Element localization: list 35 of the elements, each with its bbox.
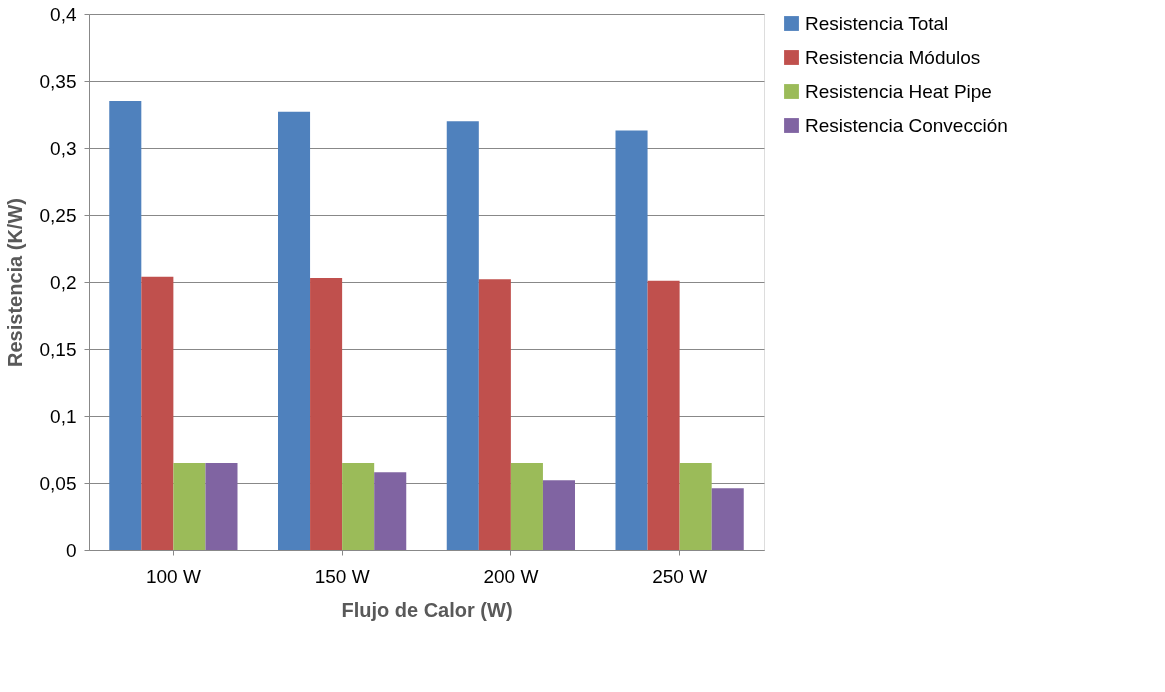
y-tick-label: 0,35 (39, 70, 77, 92)
bar (679, 462, 712, 550)
y-axis-title: Resistencia (K/W) (3, 198, 26, 367)
y-tick-label: 0,25 (39, 204, 77, 226)
legend-label: Resistencia Total (805, 12, 949, 34)
y-tick-label: 0,1 (50, 405, 77, 427)
y-tick-label: 0,3 (50, 137, 77, 159)
y-tick-label: 0,15 (39, 338, 77, 360)
bar (342, 462, 375, 550)
bar (478, 279, 511, 550)
bar (542, 480, 575, 550)
x-tick-label: 200 W (483, 565, 539, 587)
y-tick-label: 0,4 (50, 3, 77, 25)
legend-label: Resistencia Convección (805, 114, 1008, 136)
bar (615, 130, 648, 550)
bar (173, 462, 206, 550)
y-tick-label: 0 (65, 539, 77, 561)
bar (446, 121, 479, 550)
bar (510, 462, 543, 550)
bar (310, 277, 343, 550)
x-tick-label: 250 W (652, 565, 708, 587)
x-tick-label: 100 W (145, 565, 201, 587)
legend-label: Resistencia Módulos (805, 46, 981, 68)
bar (711, 488, 744, 550)
bar (141, 276, 174, 550)
x-tick-label: 150 W (314, 565, 370, 587)
bar (647, 280, 680, 550)
y-tick-label: 0,05 (39, 472, 77, 494)
bar (109, 101, 142, 550)
bar (205, 462, 238, 550)
bar (278, 111, 311, 550)
bar (374, 472, 407, 550)
x-axis-title: Flujo de Calor (W) (341, 598, 513, 621)
y-tick-label: 0,2 (50, 271, 77, 293)
legend-label: Resistencia Heat Pipe (805, 80, 992, 102)
